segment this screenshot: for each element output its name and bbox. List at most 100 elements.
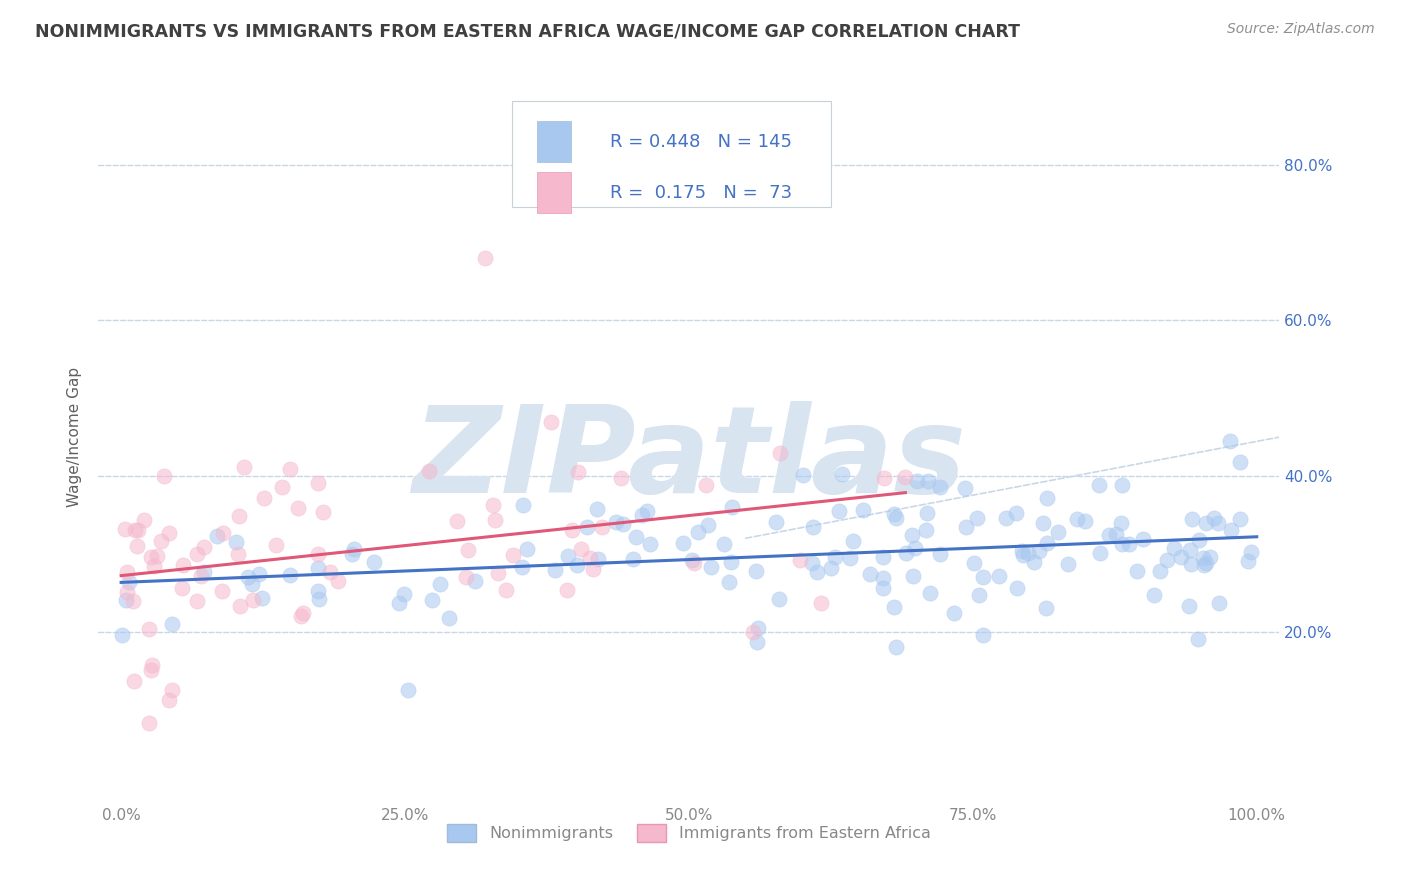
Point	[1017, 545, 1039, 559]
Point	[681, 553, 703, 567]
Point	[591, 520, 613, 534]
Point	[124, 523, 146, 537]
Point	[769, 445, 792, 459]
Point	[631, 508, 654, 523]
Point	[312, 505, 335, 519]
Point	[326, 574, 349, 589]
Point	[253, 491, 276, 505]
Point	[139, 663, 162, 677]
Point	[745, 564, 768, 578]
Point	[884, 510, 907, 524]
Point	[139, 550, 162, 565]
Point	[995, 510, 1018, 524]
Point	[1208, 596, 1230, 610]
Point	[429, 577, 451, 591]
Point	[883, 507, 905, 521]
Point	[150, 533, 173, 548]
Point	[250, 591, 273, 606]
Point	[1074, 514, 1097, 528]
Point	[955, 519, 977, 533]
Point	[567, 558, 589, 573]
Point	[186, 547, 208, 561]
Point	[238, 570, 260, 584]
Point	[307, 547, 329, 561]
Point	[557, 582, 579, 597]
Point	[121, 593, 143, 607]
Point	[561, 523, 583, 537]
Point	[228, 599, 250, 613]
Point	[828, 504, 851, 518]
Point	[1195, 556, 1218, 570]
Point	[914, 524, 936, 538]
Point	[146, 549, 169, 564]
Point	[127, 539, 149, 553]
Point	[586, 502, 609, 516]
Point	[917, 475, 939, 489]
Point	[278, 568, 301, 582]
Point	[928, 480, 950, 494]
Point	[464, 574, 486, 589]
Point	[1118, 537, 1140, 551]
Point	[1005, 581, 1028, 595]
Text: R =  0.175   N =  73: R = 0.175 N = 73	[610, 184, 792, 202]
Point	[894, 546, 917, 560]
Point	[1088, 477, 1111, 491]
Point	[915, 506, 938, 520]
Point	[972, 628, 994, 642]
Point	[474, 251, 496, 265]
Point	[271, 480, 294, 494]
Point	[742, 625, 765, 640]
Text: R = 0.448   N = 145: R = 0.448 N = 145	[610, 133, 792, 151]
Point	[586, 552, 609, 566]
Point	[557, 549, 579, 563]
Point	[193, 566, 215, 580]
Point	[127, 523, 149, 537]
Point	[806, 565, 828, 579]
Point	[972, 570, 994, 584]
Point	[894, 470, 917, 484]
Point	[211, 583, 233, 598]
Point	[765, 515, 787, 529]
Point	[1198, 550, 1220, 565]
Point	[118, 574, 141, 589]
Point	[1098, 528, 1121, 542]
Point	[482, 498, 505, 512]
Point	[720, 555, 742, 569]
Point	[266, 537, 288, 551]
Point	[1046, 525, 1069, 540]
Point	[1219, 434, 1241, 448]
Point	[1132, 532, 1154, 546]
Point	[1057, 558, 1080, 572]
Point	[418, 464, 440, 478]
Point	[1143, 589, 1166, 603]
Point	[839, 551, 862, 566]
Point	[138, 622, 160, 636]
Point	[502, 548, 524, 562]
Point	[872, 549, 894, 564]
Y-axis label: Wage/Income Gap: Wage/Income Gap	[67, 367, 83, 508]
Point	[287, 501, 309, 516]
Point	[190, 569, 212, 583]
Point	[138, 716, 160, 731]
Point	[1028, 543, 1050, 558]
Point	[967, 588, 990, 602]
Point	[1035, 600, 1057, 615]
Point	[544, 563, 567, 577]
Point	[172, 558, 194, 572]
Point	[581, 562, 603, 576]
Point	[160, 616, 183, 631]
Point	[886, 640, 908, 655]
Point	[153, 468, 176, 483]
Point	[1240, 545, 1263, 559]
Point	[228, 509, 250, 524]
Point	[1105, 527, 1128, 541]
Point	[1191, 551, 1213, 566]
Point	[388, 595, 411, 609]
Point	[484, 513, 506, 527]
Point	[579, 550, 602, 565]
Point	[343, 541, 366, 556]
FancyBboxPatch shape	[537, 172, 571, 213]
Point	[226, 548, 249, 562]
Point	[1188, 533, 1211, 547]
Point	[172, 581, 194, 595]
